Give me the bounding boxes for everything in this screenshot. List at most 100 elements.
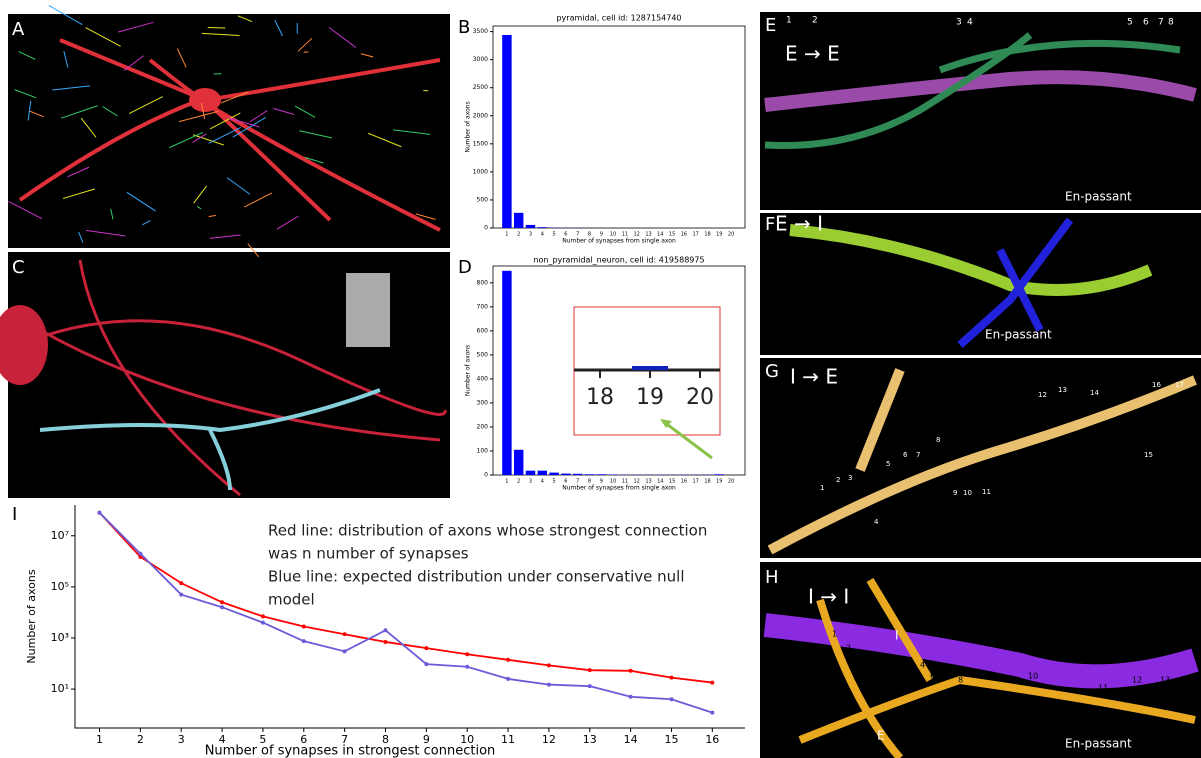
x-tick-label: 6 bbox=[564, 479, 567, 485]
bar bbox=[596, 474, 607, 475]
x-tick-label: 5 bbox=[259, 733, 266, 746]
x-tick-label: 18 bbox=[704, 479, 710, 485]
neurite bbox=[328, 27, 357, 48]
x-tick-label: 13 bbox=[645, 479, 651, 485]
series-point bbox=[628, 694, 633, 699]
callout-number: 11 bbox=[982, 488, 991, 496]
panel-label: I bbox=[12, 504, 17, 525]
neurite bbox=[226, 177, 251, 195]
neurite bbox=[196, 205, 202, 210]
y-tick-label: 300 bbox=[477, 399, 489, 406]
series-point bbox=[506, 676, 511, 681]
y-tick-label: 2000 bbox=[473, 112, 488, 119]
callout-number: 10 bbox=[963, 489, 972, 497]
x-tick-label: 2 bbox=[137, 733, 144, 746]
series-point bbox=[424, 646, 429, 651]
x-tick-label: 1 bbox=[96, 733, 103, 746]
series-point bbox=[301, 624, 306, 629]
neurite bbox=[237, 15, 253, 23]
annotation: En-passant bbox=[985, 328, 1052, 342]
callout-number: 14 bbox=[1090, 389, 1099, 397]
y-tick-label: 200 bbox=[477, 423, 489, 430]
series-point bbox=[465, 664, 470, 669]
panel-label: F bbox=[765, 214, 775, 235]
neurite bbox=[228, 117, 260, 128]
x-tick-label: 16 bbox=[705, 733, 719, 746]
x-tick-label: 15 bbox=[669, 479, 675, 485]
bar bbox=[584, 474, 595, 475]
panel-label: A bbox=[12, 19, 25, 40]
x-tick-label: 5 bbox=[553, 232, 556, 238]
bar bbox=[572, 473, 583, 475]
axes bbox=[74, 505, 745, 729]
neurite bbox=[368, 132, 402, 148]
neurite bbox=[297, 37, 313, 52]
callout-number: 13 bbox=[1160, 676, 1170, 685]
y-tick-label: 500 bbox=[477, 196, 489, 203]
y-tick-label: 10³ bbox=[51, 631, 69, 644]
x-tick-label: 1 bbox=[505, 232, 508, 238]
y-tick-label: 3000 bbox=[473, 56, 488, 63]
series-point bbox=[342, 632, 347, 637]
callout-number: 6 bbox=[1143, 18, 1149, 28]
y-axis-label: Number of axons bbox=[465, 101, 472, 152]
neurite bbox=[232, 117, 266, 138]
decoration bbox=[0, 5, 1199, 758]
series-point bbox=[383, 639, 388, 644]
series-point bbox=[260, 614, 265, 619]
neurite bbox=[392, 129, 431, 135]
neurite bbox=[78, 231, 84, 243]
series-point bbox=[220, 600, 225, 605]
neurite bbox=[67, 166, 90, 178]
callout-number: 5 bbox=[938, 629, 943, 638]
callout-number: 3 bbox=[848, 474, 852, 482]
neurite bbox=[220, 91, 249, 104]
x-tick-label: 4 bbox=[541, 479, 544, 485]
y-tick-label: 100 bbox=[477, 447, 489, 454]
callout-number: 4 bbox=[920, 661, 925, 670]
x-tick-label: 8 bbox=[588, 479, 591, 485]
panel-label: C bbox=[12, 257, 25, 278]
label: E bbox=[877, 729, 885, 743]
x-tick-label: 16 bbox=[681, 479, 687, 485]
bar bbox=[537, 470, 548, 475]
x-tick-label: 9 bbox=[600, 232, 603, 238]
chart-title: non_pyramidal_neuron, cell id: 419588975 bbox=[533, 256, 704, 265]
series-point bbox=[669, 697, 674, 702]
callout-number: 12 bbox=[1132, 676, 1142, 685]
callout-number: 16 bbox=[1152, 381, 1161, 389]
y-tick-label: 3500 bbox=[473, 28, 488, 35]
neurite bbox=[27, 100, 32, 121]
x-tick-label: 8 bbox=[588, 232, 591, 238]
x-tick-label: 12 bbox=[634, 232, 640, 238]
series-point bbox=[710, 710, 715, 715]
callout-number: 1 bbox=[786, 16, 792, 26]
neurite bbox=[48, 5, 83, 26]
x-tick-label: 14 bbox=[657, 479, 663, 485]
x-tick-label: 4 bbox=[541, 232, 544, 238]
neurite bbox=[178, 110, 219, 123]
x-tick-label: 10 bbox=[610, 479, 616, 485]
y-tick-label: 1000 bbox=[473, 168, 488, 175]
x-tick-label: 6 bbox=[564, 232, 567, 238]
x-tick-label: 14 bbox=[657, 232, 663, 238]
callout-number: 9 bbox=[953, 489, 957, 497]
series-point bbox=[710, 680, 715, 685]
neurite bbox=[62, 188, 95, 199]
panel-label: H bbox=[765, 567, 779, 588]
neurite bbox=[247, 243, 260, 258]
neurite bbox=[18, 51, 36, 60]
series-point bbox=[506, 657, 511, 662]
x-tick-label: 6 bbox=[300, 733, 307, 746]
inset-bar bbox=[632, 366, 668, 370]
neurite bbox=[208, 214, 216, 218]
series-point bbox=[628, 668, 633, 673]
x-tick-label: 9 bbox=[423, 733, 430, 746]
callout-number: 6 bbox=[903, 451, 908, 459]
series-point bbox=[301, 639, 306, 644]
annotation: En-passant bbox=[1065, 737, 1132, 751]
series-point bbox=[220, 605, 225, 610]
neurite bbox=[415, 213, 436, 220]
x-tick-label: 11 bbox=[622, 479, 628, 485]
